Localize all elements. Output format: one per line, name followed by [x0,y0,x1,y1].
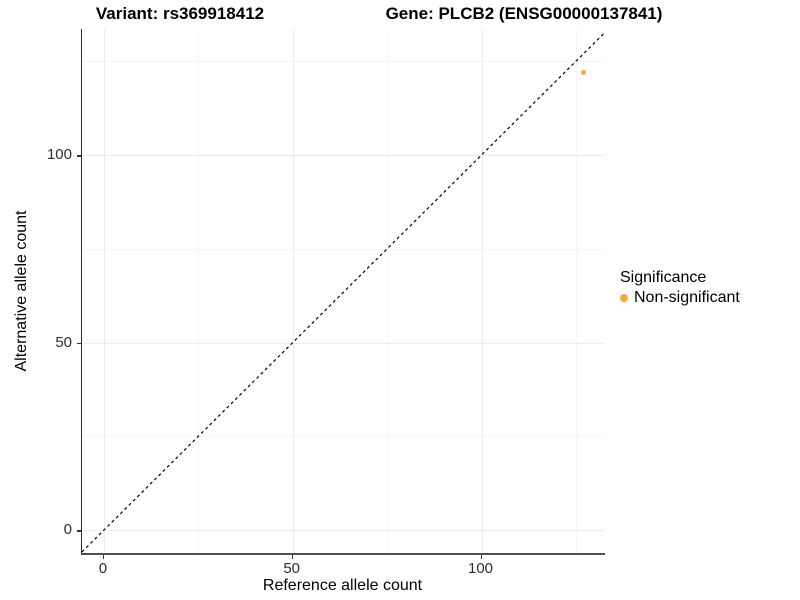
gridline-vertical [481,29,483,553]
gridline-horizontal [82,436,605,438]
legend: Significance Non-significant [620,269,740,307]
x-axis-title: Reference allele count [262,577,423,594]
y-axis-tick [77,530,81,532]
x-axis-tick [102,555,105,559]
y-axis-tick-label: 0 [63,521,72,539]
variant-title: Variant: rs369918412 [95,4,265,23]
y-axis-tick [77,342,81,345]
legend-title: Significance [620,269,707,286]
gridline-vertical [292,29,294,553]
gridline-vertical [575,29,577,553]
y-axis-tick [77,155,81,157]
legend-dot-icon [620,294,628,302]
identity-dashed-line [82,31,605,553]
gridline-horizontal [82,530,605,532]
legend-item-label: Non-significant [634,289,740,306]
y-axis-tick-label: 100 [46,146,72,163]
gene-title: Gene: PLCB2 (ENSG00000137841) [385,4,663,23]
plot-panel [81,29,605,555]
x-axis-tick [480,555,482,559]
plot-canvas [82,31,605,553]
gridline-horizontal [82,61,605,63]
gridline-vertical [387,29,389,553]
y-axis-title: Alternative allele count [13,210,30,372]
gridline-vertical [103,29,105,553]
data-point [581,70,586,75]
gridline-vertical [198,29,200,553]
legend-items: Non-significant [620,289,740,307]
gridline-horizontal [82,155,605,156]
gridline-horizontal [82,342,605,344]
legend-item: Non-significant [620,289,740,307]
y-axis-tick-label: 50 [55,333,72,351]
x-axis-tick [291,555,294,559]
x-axis-tick-label: 100 [467,560,494,577]
x-axis-tick-label: 0 [98,560,108,577]
x-axis-tick-label: 50 [283,560,301,577]
gridline-horizontal [82,248,605,250]
